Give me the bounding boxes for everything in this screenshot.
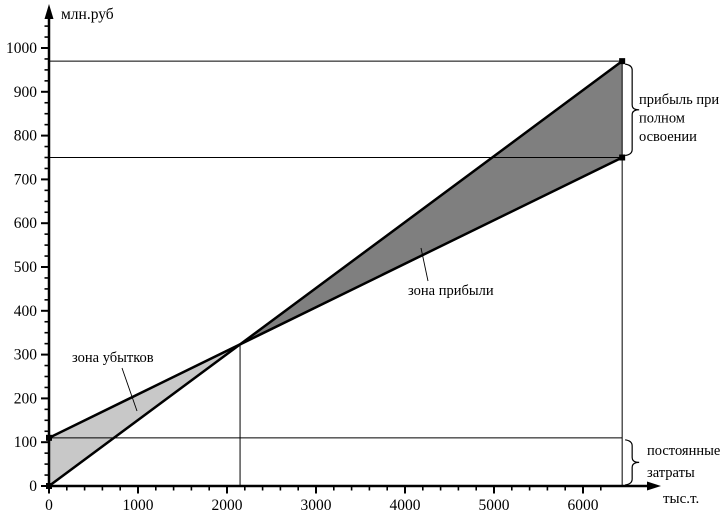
data-point-marker [46, 483, 52, 489]
fixed-costs-label-line: постоянные [647, 443, 720, 459]
x-axis-tick-label: 6000 [568, 497, 599, 514]
profit-brace [625, 63, 640, 157]
y-axis-tick-label: 0 [29, 478, 37, 495]
loss-zone-label: зона убытков [72, 350, 154, 366]
x-axis-tick-label: 0 [45, 497, 53, 514]
y-axis-title: млн.руб [61, 6, 114, 23]
data-point-marker [619, 154, 626, 161]
revenue-line [47, 59, 624, 488]
x-axis-tick-label: 3000 [301, 497, 332, 514]
y-axis-tick-label: 200 [14, 390, 38, 407]
data-point-marker [46, 434, 52, 441]
profit-at-full-label-line: освоении [639, 129, 697, 145]
y-axis-tick-label: 1000 [6, 40, 37, 57]
x-axis-tick-label: 5000 [479, 497, 510, 514]
x-axis-tick-label: 2000 [212, 497, 243, 514]
y-axis-arrow-icon [44, 4, 54, 19]
profit-at-full-label-line: полном [639, 111, 685, 127]
x-axis-tick-label: 4000 [390, 497, 421, 514]
y-axis-tick-label: 900 [14, 84, 38, 101]
loss-zone-leader-line [121, 367, 138, 412]
total-cost-line [47, 155, 624, 440]
profit-at-full-label-line: прибыль при [639, 92, 719, 108]
x-axis-tick-label: 1000 [123, 497, 154, 514]
fixed-costs-brace [625, 439, 640, 486]
y-axis-tick-label: 500 [14, 259, 38, 276]
profit-zone-label: зона прибыли [408, 283, 494, 299]
y-axis-tick-label: 100 [14, 434, 38, 451]
y-axis-tick-label: 800 [14, 128, 38, 145]
y-axis-tick-label: 700 [14, 171, 38, 188]
y-axis-tick-label: 300 [14, 347, 38, 364]
data-point-marker [619, 58, 626, 65]
profit-zone-leader-line [420, 247, 429, 282]
x-axis-arrow-icon [647, 481, 661, 491]
y-axis-tick-label: 600 [14, 215, 38, 232]
fixed-costs-label-line: затраты [647, 465, 695, 481]
y-axis-tick-label: 400 [14, 303, 38, 320]
x-axis-title: тыс.т. [663, 491, 699, 507]
